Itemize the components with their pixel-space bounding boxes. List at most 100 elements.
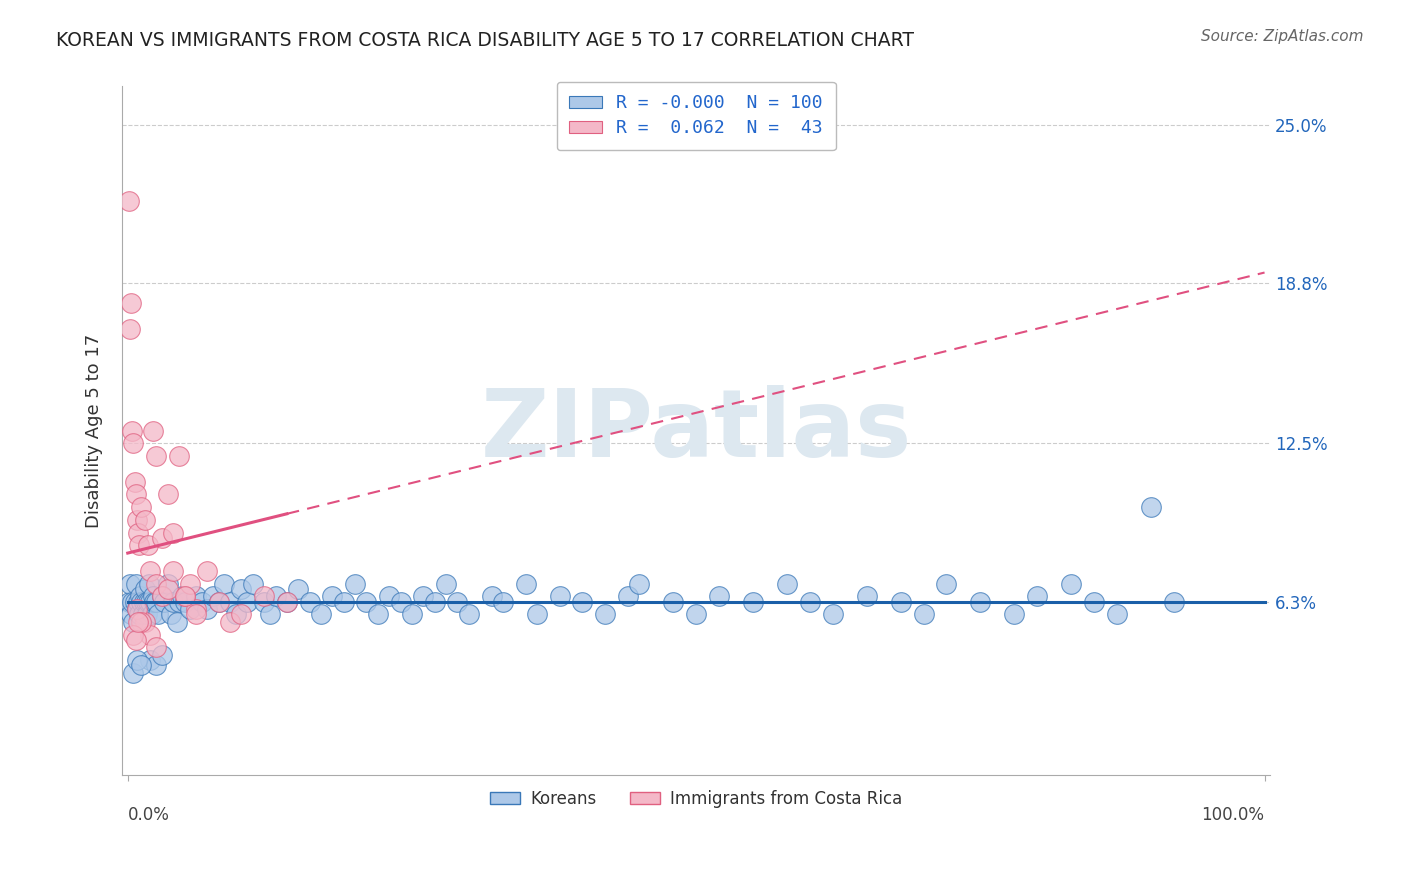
Point: [321, 590, 343, 604]
Point: [145, 576, 167, 591]
Point: [139, 653, 162, 667]
Point: [118, 194, 141, 208]
Point: [122, 665, 145, 680]
Point: [242, 576, 264, 591]
Point: [184, 590, 207, 604]
Point: [131, 607, 153, 622]
Point: [776, 576, 799, 591]
Point: [135, 594, 157, 608]
Text: KOREAN VS IMMIGRANTS FROM COSTA RICA DISABILITY AGE 5 TO 17 CORRELATION CHART: KOREAN VS IMMIGRANTS FROM COSTA RICA DIS…: [56, 31, 914, 50]
Point: [148, 607, 170, 622]
Point: [208, 594, 231, 608]
Point: [173, 590, 195, 604]
Point: [124, 475, 146, 489]
Point: [821, 607, 844, 622]
Text: ZIPatlas: ZIPatlas: [481, 384, 912, 476]
Point: [173, 594, 195, 608]
Point: [150, 648, 173, 662]
Point: [935, 576, 957, 591]
Point: [219, 615, 242, 629]
Point: [125, 653, 148, 667]
Point: [136, 594, 159, 608]
Text: 100.0%: 100.0%: [1202, 805, 1264, 823]
Point: [423, 594, 446, 608]
Point: [127, 525, 149, 540]
Point: [662, 594, 685, 608]
Point: [173, 590, 195, 604]
Legend: Koreans, Immigrants from Costa Rica: Koreans, Immigrants from Costa Rica: [484, 783, 908, 814]
Point: [118, 321, 141, 335]
Point: [145, 594, 167, 608]
Point: [136, 538, 159, 552]
Point: [122, 628, 145, 642]
Point: [125, 632, 148, 647]
Point: [481, 590, 503, 604]
Point: [162, 594, 184, 608]
Point: [153, 594, 176, 608]
Point: [156, 582, 179, 596]
Point: [150, 590, 173, 604]
Point: [276, 594, 298, 608]
Point: [166, 615, 188, 629]
Point: [127, 615, 149, 629]
Point: [125, 576, 148, 591]
Point: [122, 436, 145, 450]
Point: [515, 576, 537, 591]
Point: [162, 525, 184, 540]
Point: [124, 594, 146, 608]
Point: [571, 594, 593, 608]
Point: [134, 513, 156, 527]
Point: [141, 607, 163, 622]
Point: [446, 594, 468, 608]
Point: [150, 531, 173, 545]
Point: [685, 607, 707, 622]
Point: [184, 602, 207, 616]
Point: [142, 594, 165, 608]
Point: [125, 602, 148, 616]
Point: [389, 594, 412, 608]
Point: [378, 590, 401, 604]
Point: [201, 590, 224, 604]
Point: [1105, 607, 1128, 622]
Point: [145, 640, 167, 655]
Point: [855, 590, 877, 604]
Point: [125, 487, 148, 501]
Point: [1163, 594, 1185, 608]
Point: [179, 576, 201, 591]
Point: [287, 582, 309, 596]
Point: [127, 594, 149, 608]
Point: [128, 538, 150, 552]
Point: [912, 607, 935, 622]
Point: [134, 582, 156, 596]
Point: [131, 500, 153, 515]
Point: [120, 296, 142, 310]
Point: [125, 602, 148, 616]
Point: [121, 594, 143, 608]
Point: [145, 449, 167, 463]
Point: [145, 658, 167, 673]
Point: [162, 564, 184, 578]
Point: [131, 658, 153, 673]
Point: [1004, 607, 1026, 622]
Point: [309, 607, 332, 622]
Point: [142, 424, 165, 438]
Point: [298, 594, 321, 608]
Point: [121, 424, 143, 438]
Point: [142, 590, 165, 604]
Point: [225, 607, 247, 622]
Point: [190, 594, 212, 608]
Point: [184, 607, 207, 622]
Point: [434, 576, 457, 591]
Point: [548, 590, 571, 604]
Point: [1083, 594, 1105, 608]
Point: [356, 594, 378, 608]
Point: [799, 594, 821, 608]
Point: [969, 594, 991, 608]
Point: [160, 607, 183, 622]
Point: [156, 487, 179, 501]
Point: [401, 607, 423, 622]
Point: [138, 576, 160, 591]
Point: [742, 594, 765, 608]
Point: [253, 590, 276, 604]
Point: [132, 594, 155, 608]
